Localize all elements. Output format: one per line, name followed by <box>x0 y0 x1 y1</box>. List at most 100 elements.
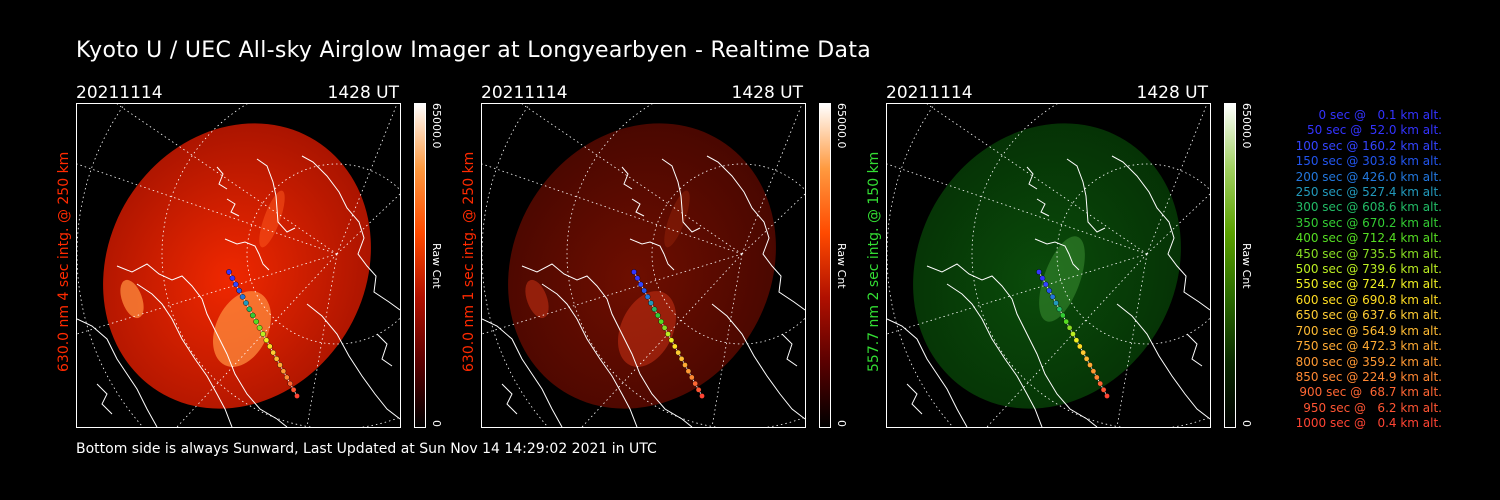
panel-1-colorbar-max: 65000.0 <box>430 103 443 149</box>
trajectory-marker <box>260 331 266 337</box>
sky-image <box>508 123 776 409</box>
trajectory-marker <box>1090 368 1097 375</box>
trajectory-marker <box>1056 306 1063 312</box>
page-title: Kyoto U / UEC All-sky Airglow Imager at … <box>76 38 872 63</box>
trajectory-marker <box>699 393 705 399</box>
legend-entry: 850 sec @ 224.9 km alt. <box>1295 369 1442 384</box>
trajectory-marker <box>243 300 249 306</box>
trajectory-marker <box>1080 349 1086 356</box>
panel-2-colorbar <box>819 103 831 428</box>
trajectory-marker <box>249 312 256 319</box>
trajectory-marker <box>1046 287 1052 294</box>
trajectory-marker <box>1066 324 1073 331</box>
legend-entry: 150 sec @ 303.8 km alt. <box>1295 154 1442 169</box>
footer-status: Bottom side is always Sunward, Last Upda… <box>76 441 657 457</box>
trajectory-marker <box>270 349 276 356</box>
trajectory-marker <box>290 386 297 393</box>
trajectory-marker <box>273 355 280 362</box>
legend-entry: 250 sec @ 527.4 km alt. <box>1295 185 1442 200</box>
legend-entry: 500 sec @ 739.6 km alt. <box>1295 262 1442 277</box>
trajectory-marker <box>634 275 641 281</box>
panel-1-colorbar <box>414 103 426 428</box>
trajectory-marker <box>671 343 678 350</box>
trajectory-marker <box>253 318 259 325</box>
legend-entry: 900 sec @ 68.7 km alt. <box>1299 385 1442 400</box>
trajectory-marker <box>658 318 664 325</box>
panel-2-colorbar-unit: Raw Cnt <box>835 243 848 289</box>
trajectory-marker <box>1100 386 1107 393</box>
legend-entry: 350 sec @ 670.2 km alt. <box>1295 215 1442 230</box>
trajectory-marker <box>637 281 644 288</box>
trajectory-marker <box>668 337 675 343</box>
legend-entry: 1000 sec @ 0.4 km alt. <box>1295 416 1442 431</box>
panel-3-colorbar <box>1224 103 1236 428</box>
trajectory-marker <box>283 374 290 381</box>
panel-1-date: 20211114 <box>76 83 163 103</box>
trajectory-marker <box>1070 331 1076 337</box>
legend-entry: 750 sec @ 472.3 km alt. <box>1295 339 1442 354</box>
trajectory-marker <box>665 331 671 337</box>
legend-entry: 650 sec @ 637.6 km alt. <box>1295 308 1442 323</box>
trajectory-marker <box>644 293 651 300</box>
legend-entry: 450 sec @ 735.5 km alt. <box>1295 246 1442 261</box>
trajectory-marker <box>641 287 647 294</box>
trajectory-marker <box>229 275 236 281</box>
legend-entry: 400 sec @ 712.4 km alt. <box>1295 231 1442 246</box>
trajectory-marker <box>654 312 661 319</box>
legend-entry: 550 sec @ 724.7 km alt. <box>1295 277 1442 292</box>
trajectory-marker <box>266 343 273 350</box>
trajectory-marker <box>246 306 253 312</box>
trajectory-marker <box>1104 393 1110 399</box>
trajectory-marker <box>1083 355 1090 362</box>
trajectory-marker <box>1053 300 1059 306</box>
trajectory-marker <box>1073 337 1080 343</box>
trajectory-marker <box>294 393 300 399</box>
trajectory-marker <box>1042 281 1049 288</box>
trajectory-marker <box>263 337 270 343</box>
panel-2-colorbar-max: 65000.0 <box>835 103 848 149</box>
panel-3-date: 20211114 <box>886 83 973 103</box>
legend-entry: 100 sec @ 160.2 km alt. <box>1295 138 1442 153</box>
panel-2-colorbar-min: 0 <box>835 420 848 427</box>
panel-3-colorbar-unit: Raw Cnt <box>1240 243 1253 289</box>
trajectory-marker <box>1087 362 1093 368</box>
panel-1-time: 1428 UT <box>327 83 400 103</box>
trajectory-marker <box>685 368 692 375</box>
trajectory-marker <box>280 368 287 375</box>
panel-3-colorbar-max: 65000.0 <box>1240 103 1253 149</box>
panel-2-time: 1428 UT <box>731 83 804 103</box>
trajectory-marker <box>287 380 293 387</box>
trajectory-marker <box>1036 269 1042 275</box>
legend-entry: 700 sec @ 564.9 km alt. <box>1295 323 1442 338</box>
panel-1-image <box>76 103 401 428</box>
trajectory-marker <box>631 269 637 275</box>
trajectory-marker <box>648 300 654 306</box>
trajectory-marker <box>277 362 283 368</box>
trajectory-marker <box>1049 293 1056 300</box>
trajectory-marker <box>688 374 695 381</box>
legend-entry: 200 sec @ 426.0 km alt. <box>1295 169 1442 184</box>
trajectory-marker <box>1039 275 1046 281</box>
trajectory-marker <box>695 386 702 393</box>
panel-2-date: 20211114 <box>481 83 568 103</box>
legend-entry: 600 sec @ 690.8 km alt. <box>1295 292 1442 307</box>
trajectory-marker <box>1076 343 1083 350</box>
legend-entry: 0 sec @ 0.1 km alt. <box>1318 108 1443 122</box>
panel-3-time: 1428 UT <box>1136 83 1209 103</box>
panel-2-image <box>481 103 806 428</box>
legend-entry: 300 sec @ 608.6 km alt. <box>1295 200 1442 215</box>
trajectory-marker <box>682 362 688 368</box>
panel-1-colorbar-unit: Raw Cnt <box>430 243 443 289</box>
trajectory-marker <box>675 349 681 356</box>
trajectory-marker <box>1063 318 1069 325</box>
trajectory-marker <box>661 324 668 331</box>
sky-image <box>103 123 371 409</box>
trajectory-marker <box>256 324 263 331</box>
trajectory-marker <box>239 293 246 300</box>
sky-image <box>913 123 1181 409</box>
legend-entry: 800 sec @ 359.2 km alt. <box>1295 354 1442 369</box>
trajectory-marker <box>226 269 232 275</box>
trajectory-marker <box>236 287 242 294</box>
trajectory-legend: 0 sec @ 0.1 km alt. 50 sec @ 52.0 km alt.… <box>1262 108 1442 432</box>
panel-3-image <box>886 103 1211 428</box>
